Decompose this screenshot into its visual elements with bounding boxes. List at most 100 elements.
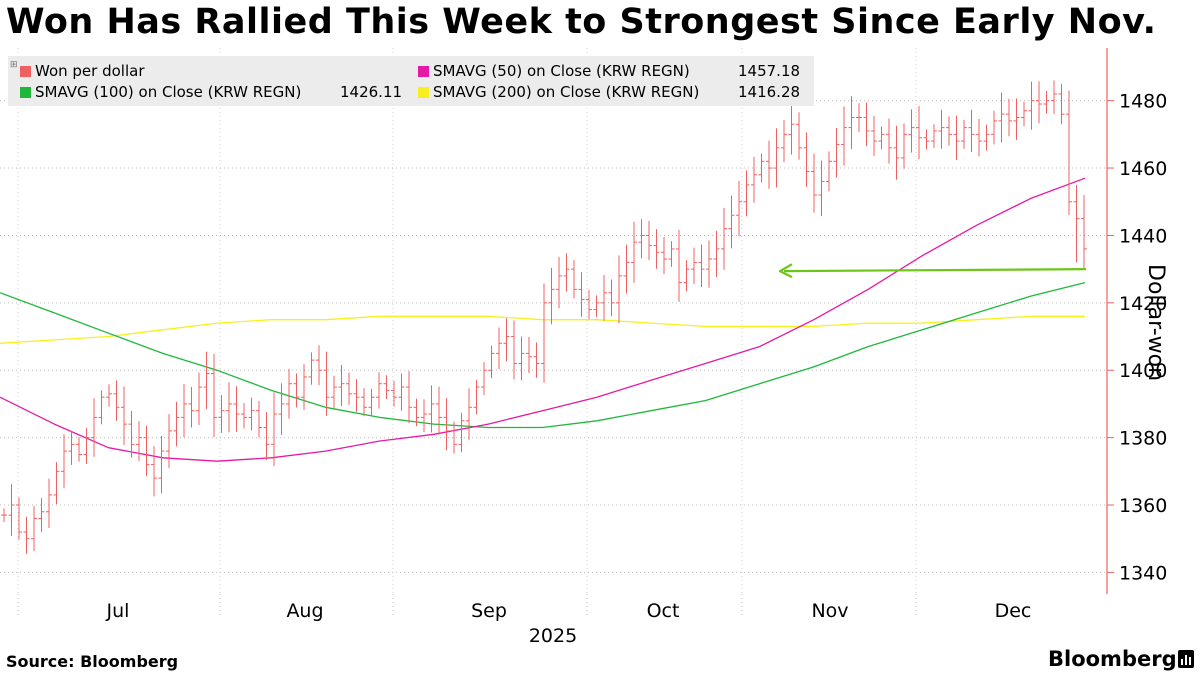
price-bar	[826, 151, 832, 192]
price-bar	[286, 368, 292, 419]
price-bar	[698, 244, 705, 288]
price-bar	[751, 156, 757, 203]
price-bar	[421, 399, 427, 433]
price-bar	[263, 412, 270, 460]
x-tick-label: Sep	[471, 600, 507, 622]
price-bar	[803, 132, 810, 187]
price-bar	[16, 497, 22, 540]
price-bar	[398, 373, 405, 411]
price-bar	[271, 392, 277, 466]
price-bar	[691, 247, 697, 284]
price-bar	[608, 279, 615, 317]
price-bar	[886, 118, 892, 164]
legend-item-sma200: SMAVG (200) on Close (KRW REGN)	[418, 83, 699, 101]
price-bar	[1006, 98, 1012, 137]
price-bar	[188, 387, 195, 428]
price-bar	[983, 124, 990, 151]
price-bar	[788, 103, 795, 155]
price-bar	[173, 401, 180, 447]
sma-line	[0, 281, 1086, 429]
price-bar	[451, 421, 457, 454]
price-bar	[541, 283, 547, 383]
price-bar	[1036, 81, 1042, 124]
price-bar	[121, 386, 127, 445]
y-tick-label: 1380	[1119, 428, 1167, 450]
price-bar	[158, 435, 165, 494]
price-bar	[331, 375, 337, 409]
price-bar	[443, 398, 450, 451]
price-bar	[353, 379, 360, 412]
price-bar	[496, 327, 502, 370]
legend-value-sma100: 1426.11	[340, 83, 403, 101]
price-bar	[548, 267, 555, 325]
price-bar	[676, 229, 682, 302]
price-bar	[488, 345, 495, 379]
legend-label-sma50: SMAVG (50) on Close (KRW REGN)	[433, 62, 690, 80]
sma-line	[0, 315, 1085, 344]
price-bar	[361, 388, 367, 417]
price-bar	[526, 337, 532, 374]
price-bar	[61, 434, 67, 489]
price-bar	[781, 120, 787, 163]
price-bar	[601, 274, 607, 321]
price-bar	[533, 342, 540, 378]
legend-swatch-sma50	[418, 66, 429, 77]
price-bar	[31, 506, 37, 552]
price-bar	[863, 102, 870, 146]
price-bar	[1058, 83, 1065, 125]
y-tick-label: 1480	[1119, 91, 1167, 113]
price-bar	[1073, 184, 1080, 263]
price-bar	[323, 351, 330, 416]
price-bar	[293, 373, 300, 408]
legend-item-sma100: SMAVG (100) on Close (KRW REGN)	[20, 83, 301, 101]
price-bar	[511, 320, 517, 380]
price-bar	[841, 106, 847, 166]
legend-value-sma200: 1416.28	[738, 83, 801, 101]
x-tick-label: Dec	[995, 600, 1032, 622]
price-bar	[856, 103, 862, 132]
price-bar	[218, 395, 225, 433]
price-bar	[68, 430, 75, 465]
price-bar	[893, 126, 900, 180]
price-bar	[376, 372, 382, 409]
x-tick-label: Jul	[106, 600, 130, 622]
price-bar	[586, 289, 592, 320]
price-bar	[706, 240, 712, 288]
x-axis: Jul Aug Sep Oct Nov Dec 2025	[17, 594, 1032, 647]
price-bar	[53, 462, 60, 505]
price-bar	[923, 129, 930, 150]
price-bar	[8, 484, 15, 536]
price-bar	[106, 384, 112, 407]
price-bar	[713, 230, 720, 278]
price-bar	[458, 412, 465, 453]
price-bar	[773, 128, 780, 188]
price-bar	[428, 385, 435, 433]
price-bar	[766, 140, 772, 189]
legend-label-won: Won per dollar	[35, 62, 145, 80]
price-bar	[203, 351, 210, 409]
price-bar	[998, 92, 1005, 143]
price-bar	[931, 124, 937, 148]
y-tick-label: 1460	[1119, 158, 1167, 180]
price-bar	[743, 170, 750, 217]
price-bar	[391, 380, 397, 407]
y-axis: 1340 1360 1380 1400 1420 1440 1460 1480	[1106, 48, 1167, 594]
price-bar	[908, 109, 915, 153]
price-bar	[316, 345, 322, 386]
price-bar	[556, 256, 562, 309]
price-bar	[758, 153, 765, 183]
price-bar	[151, 446, 157, 497]
moving-average-lines	[0, 177, 1086, 462]
price-bar	[76, 437, 82, 462]
price-bar	[1021, 101, 1027, 127]
x-gridlines	[17, 48, 917, 596]
price-bar	[721, 207, 727, 270]
price-bar	[383, 375, 390, 399]
x-year-label: 2025	[529, 625, 577, 647]
price-bar	[916, 106, 922, 160]
arrow-head	[778, 263, 793, 279]
x-tick-label: Nov	[811, 600, 848, 622]
legend-collapse-icon[interactable]: ⊞	[10, 59, 18, 69]
price-bar	[991, 110, 997, 145]
price-bar	[593, 295, 600, 317]
